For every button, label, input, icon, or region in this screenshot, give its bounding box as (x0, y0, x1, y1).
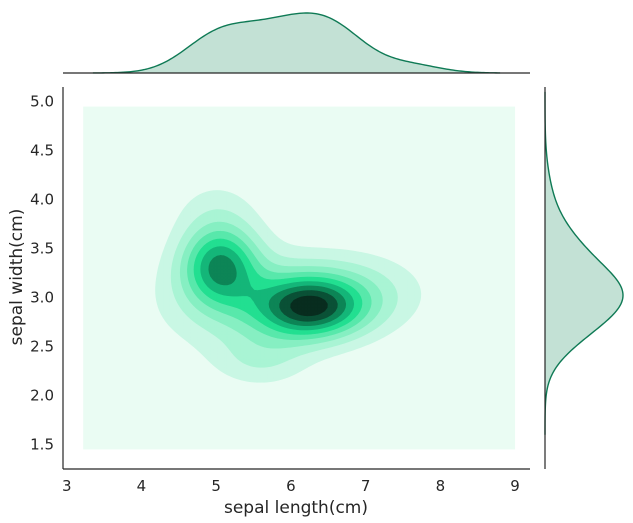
y-tick-label: 1.5 (30, 436, 54, 454)
joint-plot-area (83, 106, 516, 450)
marginal-x-fill (92, 13, 501, 73)
y-tick-label: 3.5 (30, 240, 54, 258)
x-tick-label: 9 (510, 477, 520, 495)
x-tick-label: 5 (211, 477, 221, 495)
y-tick-label: 4.0 (30, 191, 54, 209)
y-tick-label: 5.0 (30, 93, 54, 111)
x-axis-label: sepal length(cm) (224, 498, 368, 518)
x-tick-label: 4 (137, 477, 147, 495)
y-axis-label: sepal width(cm) (7, 209, 27, 346)
x-tick-label: 8 (436, 477, 446, 495)
y-tick-label: 4.5 (30, 142, 54, 160)
marginal-x-density (63, 12, 530, 74)
marginal-y-fill (545, 91, 623, 435)
marginal-y-line (544, 91, 624, 435)
x-tick-label: 6 (286, 477, 296, 495)
y-tick-label: 2.0 (30, 387, 54, 405)
marginal-x-line (92, 12, 501, 74)
y-tick-label: 2.5 (30, 338, 54, 356)
y-tick-label: 3.0 (30, 289, 54, 307)
x-tick-label: 3 (62, 477, 72, 495)
watermark-text: https://blog.csdn.net/qq_21478261 (382, 501, 628, 517)
x-tick-label: 7 (361, 477, 371, 495)
kde-contour-level-9 (290, 295, 328, 317)
marginal-y-density (544, 87, 624, 469)
axes: 3 4 5 6 7 8 9 1.5 2.0 2.5 3.0 3.5 4.0 4.5 5.0 (30, 87, 530, 495)
